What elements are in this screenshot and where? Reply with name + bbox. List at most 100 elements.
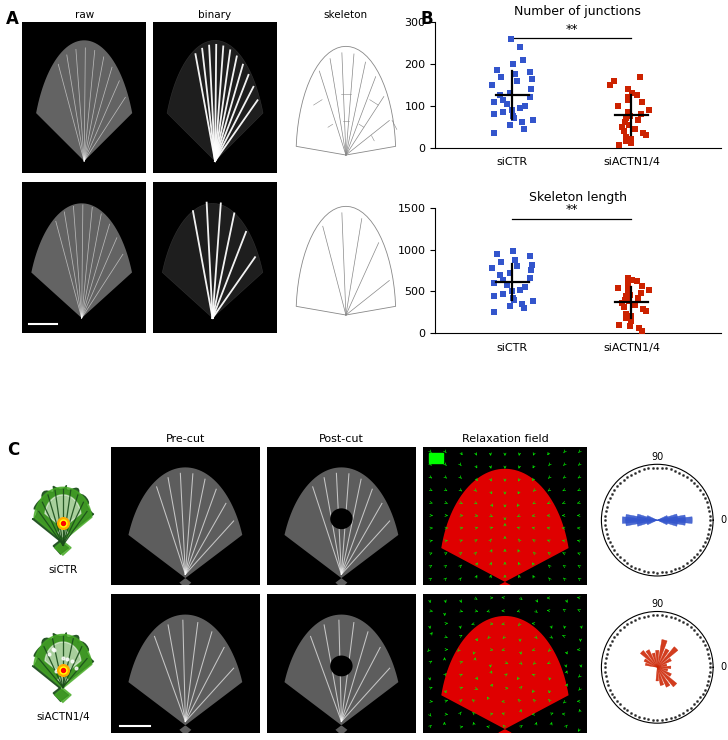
Point (673, 562, 685, 574)
Point (703, 505, 715, 517)
Point (699, 536, 711, 548)
Bar (657, 520, 686, 525)
Point (647, 713, 659, 725)
Polygon shape (31, 204, 132, 318)
Point (505, 267, 516, 279)
Point (704, 662, 716, 673)
Point (624, 118, 636, 130)
Point (601, 648, 612, 659)
Point (508, 294, 520, 306)
Point (495, 70, 507, 82)
Point (43, 648, 55, 660)
Point (625, 559, 637, 571)
Point (704, 666, 716, 678)
Point (656, 567, 668, 579)
Point (647, 609, 659, 621)
Point (637, 303, 649, 314)
Point (600, 670, 612, 682)
Point (604, 536, 616, 548)
Point (618, 702, 630, 713)
Point (70, 662, 82, 674)
Point (61, 653, 73, 665)
Point (625, 707, 637, 719)
Text: **: ** (566, 23, 578, 36)
Bar (657, 520, 678, 526)
Point (505, 33, 517, 45)
Bar (657, 517, 692, 523)
Title: binary: binary (199, 10, 232, 20)
Point (609, 545, 620, 556)
Bar (641, 650, 657, 667)
Polygon shape (45, 495, 81, 537)
Text: B: B (421, 10, 433, 28)
Point (656, 462, 668, 474)
Point (617, 125, 629, 137)
Point (697, 540, 708, 552)
Text: 90: 90 (651, 452, 663, 462)
Point (647, 567, 659, 579)
Point (624, 289, 636, 300)
Point (599, 519, 611, 531)
Point (57, 517, 68, 528)
Point (497, 93, 509, 105)
Point (660, 610, 672, 622)
Circle shape (331, 508, 352, 529)
Point (524, 250, 536, 262)
Point (678, 469, 689, 481)
Point (57, 664, 68, 676)
Bar (637, 514, 657, 520)
Text: 0: 0 (721, 515, 727, 525)
Point (622, 93, 634, 105)
Text: siACTN1/4: siACTN1/4 (36, 713, 90, 722)
Bar (637, 520, 657, 526)
Bar (644, 659, 657, 667)
Point (620, 131, 632, 143)
Polygon shape (167, 41, 263, 161)
Point (616, 297, 628, 309)
Bar (647, 516, 657, 520)
Bar (657, 667, 668, 671)
Point (643, 104, 654, 116)
Point (625, 314, 637, 326)
Bar (656, 650, 659, 667)
Point (509, 254, 521, 266)
Point (609, 484, 620, 496)
Point (609, 631, 620, 643)
Point (618, 554, 630, 566)
Point (640, 306, 652, 317)
Point (620, 117, 631, 129)
Point (488, 127, 500, 139)
Point (669, 612, 681, 624)
Polygon shape (45, 642, 81, 685)
Point (507, 292, 518, 304)
Bar (657, 667, 664, 685)
Point (507, 245, 519, 257)
Title: Pre-cut: Pre-cut (166, 434, 205, 445)
Point (642, 713, 654, 725)
Point (514, 102, 526, 114)
Point (504, 300, 515, 312)
Point (599, 514, 611, 526)
Point (602, 497, 614, 508)
Point (524, 92, 536, 104)
Point (631, 90, 643, 101)
Point (612, 695, 623, 707)
Point (527, 295, 539, 307)
Bar (647, 520, 657, 525)
Polygon shape (32, 633, 94, 702)
Point (622, 92, 634, 104)
Point (491, 64, 502, 76)
Point (660, 713, 672, 725)
Point (622, 106, 633, 118)
Point (57, 517, 68, 528)
Point (660, 462, 672, 474)
Point (638, 610, 649, 622)
Point (669, 465, 681, 477)
Point (665, 463, 676, 475)
Point (57, 652, 68, 664)
Point (702, 501, 713, 513)
Point (695, 484, 706, 496)
Title: Number of junctions: Number of junctions (515, 5, 641, 18)
Point (614, 699, 626, 710)
Point (601, 675, 612, 687)
